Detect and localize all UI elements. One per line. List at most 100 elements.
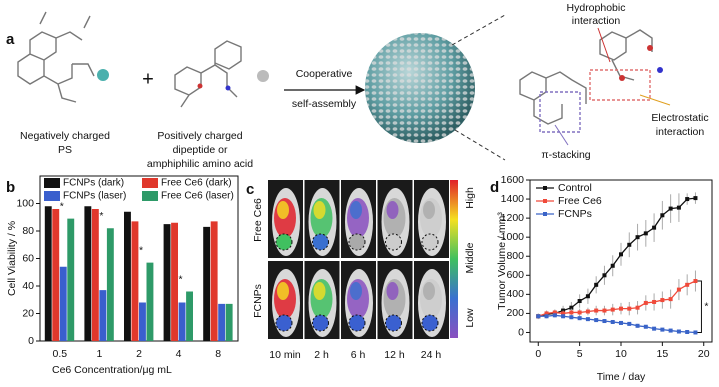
point [635,323,640,328]
bar [52,209,60,341]
x-tick-label: 0.5 [52,348,67,360]
point [693,196,698,201]
bracket [697,280,702,333]
point [552,313,557,318]
y-tick-label: 0 [28,335,34,347]
ps-label: PS [58,144,72,156]
point [676,329,681,334]
point [619,320,623,325]
point [577,299,582,304]
bar [186,291,193,341]
point [569,310,574,315]
y-tick-label: 100 [16,197,34,209]
point [668,328,673,333]
point [660,213,665,218]
point [627,321,632,326]
bar [84,206,92,341]
x-tick-label: 2 [136,348,142,360]
tumor [385,233,402,251]
point [594,318,599,323]
point [635,305,640,310]
significance: * [704,301,708,313]
electrostatic-label: Electrostatic [651,112,708,124]
point [602,308,607,313]
point [685,197,690,202]
signal [313,282,326,300]
time-label: 6 h [351,349,366,361]
point [668,297,673,302]
x-tick-label: 15 [657,348,669,360]
point [676,287,681,292]
bar [218,303,226,341]
point [610,307,615,312]
bar [124,211,131,341]
point [585,317,590,322]
legend-marker [543,186,547,190]
signal [423,282,435,300]
legend-swatch [142,191,158,201]
y-tick-label: 800 [506,250,524,262]
point [594,308,599,313]
peptide-label: dipeptide or [173,144,228,156]
time-label: 10 min [269,349,301,361]
point [544,314,549,319]
bar [59,266,67,341]
row-label: Free Ce6 [252,198,264,242]
colorbar [450,180,458,338]
pi-stacking-label: π-stacking [541,149,590,161]
point [627,306,632,311]
significance: * [60,200,64,212]
arrow-label: self-assembly [292,98,357,110]
point [610,319,615,324]
y-tick-label: 600 [506,269,524,281]
x-axis-label: Time / day [597,371,646,383]
point [602,319,607,324]
point [544,311,549,316]
legend-label: Free Ce6 (dark) [161,178,232,189]
point [660,327,665,332]
bar [99,290,107,341]
callouts [554,27,671,146]
legend-label: Free Ce6 [558,195,602,207]
point [577,310,582,315]
y-tick-label: 400 [506,288,524,300]
complex-molecule [519,29,663,133]
tumor [421,233,439,251]
significance: * [179,273,183,285]
bar [146,262,154,341]
signal [277,282,289,300]
tumor [275,314,293,332]
legend-swatch [44,191,60,201]
x-tick-label: 8 [215,348,221,360]
hydrophobic-label: interaction [572,15,621,27]
bar [44,206,52,341]
point [569,315,574,320]
x-axis-label: Ce6 Concentration/μg mL [52,364,172,376]
y-tick-label: 1200 [501,212,525,224]
time-label: 24 h [421,349,442,361]
y-tick-label: 60 [22,252,34,264]
point [652,299,657,304]
bar [139,302,146,341]
point [594,282,599,287]
nanoparticle-texture [365,33,475,143]
point [685,329,690,334]
y-axis-label: Cell Viability / % [6,221,18,296]
bar [67,218,75,341]
legend-label: FCNPs [558,208,592,220]
electrostatic-label: interaction [656,126,705,138]
point [635,235,640,240]
peptide-ion [257,70,269,82]
point [676,205,681,210]
peptide-label: Positively charged [157,130,242,142]
bar [225,303,233,341]
point [668,206,673,211]
signal [386,201,399,219]
point [652,225,657,230]
tumor [348,314,366,332]
scale-label: Middle [464,242,476,273]
y-tick-label: 200 [506,307,524,319]
signal [423,201,435,219]
time-label: 12 h [384,349,405,361]
point [643,231,648,236]
